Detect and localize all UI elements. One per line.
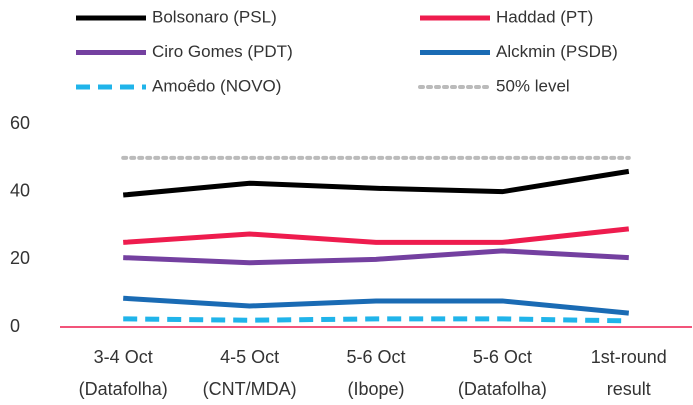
x-tick-label: (Datafolha) bbox=[458, 379, 547, 399]
x-tick-label: result bbox=[607, 379, 651, 399]
series-line bbox=[123, 295, 630, 316]
x-tick-label: 3-4 Oct bbox=[94, 347, 153, 367]
x-tick-label: (Datafolha) bbox=[79, 379, 168, 399]
legend-label: Amoêdo (NOVO) bbox=[152, 76, 281, 95]
series-line bbox=[123, 248, 629, 266]
x-tick-label: 5-6 Oct bbox=[473, 347, 532, 367]
legend-label: Bolsonaro (PSL) bbox=[152, 7, 277, 26]
y-tick-label: 20 bbox=[10, 248, 30, 268]
series-line bbox=[123, 316, 629, 324]
x-tick-label: 1st-round bbox=[591, 347, 667, 367]
x-tick-label: 4-5 Oct bbox=[220, 347, 279, 367]
series-line bbox=[123, 226, 630, 245]
legend-label: Haddad (PT) bbox=[496, 7, 593, 26]
series-line bbox=[122, 168, 630, 198]
x-tick-label: (CNT/MDA) bbox=[203, 379, 297, 399]
legend-label: Alckmin (PSDB) bbox=[496, 42, 618, 61]
y-tick-label: 40 bbox=[10, 180, 30, 200]
legend-label: Ciro Gomes (PDT) bbox=[152, 42, 293, 61]
x-tick-label: (Ibope) bbox=[347, 379, 404, 399]
y-tick-label: 0 bbox=[10, 316, 20, 336]
x-tick-label: 5-6 Oct bbox=[346, 347, 405, 367]
y-tick-label: 60 bbox=[10, 113, 30, 133]
legend-label: 50% level bbox=[496, 76, 570, 95]
